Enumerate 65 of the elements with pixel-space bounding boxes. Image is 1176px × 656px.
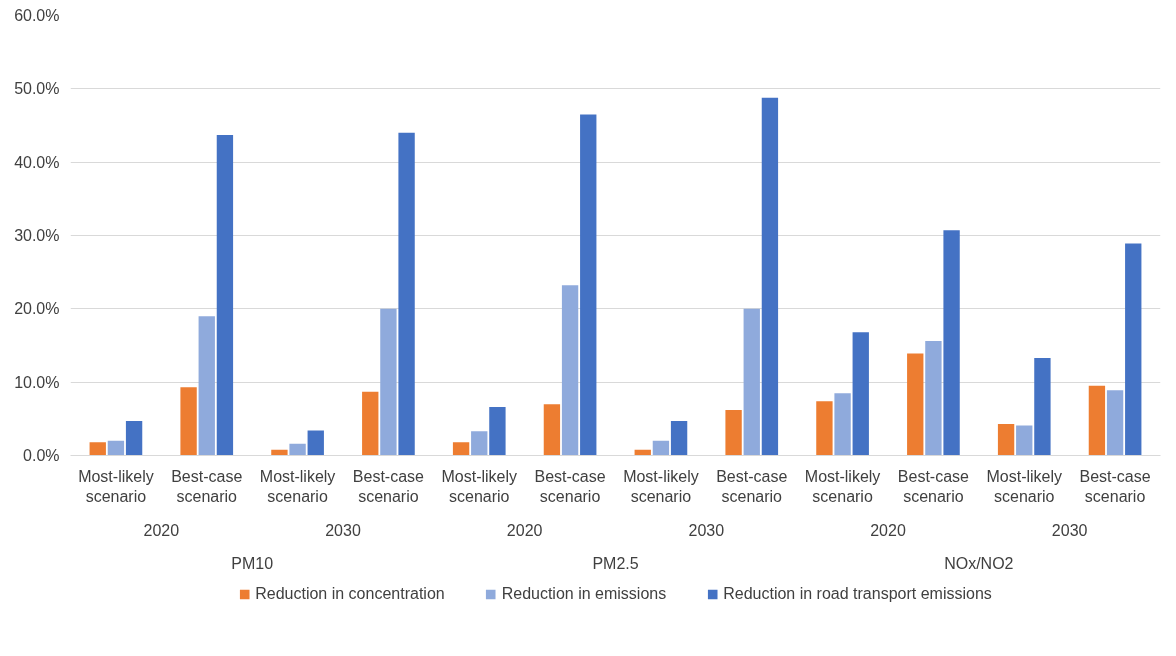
bar — [107, 440, 125, 456]
bar — [198, 316, 215, 456]
bar — [852, 332, 869, 456]
bar — [761, 97, 779, 456]
x-tick-label: Best-case scenario — [716, 467, 788, 505]
x-tick-label: Most-likely scenario — [623, 467, 699, 505]
y-tick-label: 50.0% — [14, 80, 60, 98]
legend-label: Reduction in concentration — [255, 585, 445, 603]
bar — [398, 132, 415, 456]
bar — [816, 401, 833, 456]
legend-label: Reduction in emissions — [501, 585, 667, 603]
bar — [125, 421, 143, 456]
x-tick-label: Best-case scenario — [352, 467, 425, 505]
bar — [670, 421, 688, 456]
bar — [543, 404, 561, 456]
text: 2020 — [870, 521, 906, 539]
x-tick-label: Best-case scenario — [534, 467, 606, 505]
text: 2020 — [506, 521, 543, 539]
y-tick-label: 0.0% — [23, 447, 60, 464]
x-tick-label: Most-likely scenario — [78, 467, 154, 505]
bar — [89, 442, 106, 456]
text: 2030 — [325, 521, 361, 539]
text: PM10 — [231, 554, 274, 572]
bar — [561, 285, 579, 456]
text: 2020 — [143, 521, 180, 539]
bar — [489, 407, 506, 456]
x-tick-label: Most-likely scenario — [441, 467, 518, 505]
x-tick-label: Best-case scenario — [1079, 467, 1151, 505]
bar — [580, 114, 597, 456]
text: 2030 — [1051, 521, 1088, 539]
bar — [925, 341, 942, 456]
bar — [471, 431, 488, 456]
x-tick-label: Most-likely scenario — [986, 467, 1063, 505]
y-tick-label: 60.0% — [14, 7, 60, 24]
bar — [943, 230, 960, 456]
bar — [997, 423, 1015, 456]
text: PM2.5 — [592, 554, 639, 572]
bar — [1125, 243, 1142, 456]
legend-label: Reduction in road transport emissions — [723, 585, 992, 603]
y-tick-label: 40.0% — [14, 153, 60, 171]
x-tick-label: Most-likely scenario — [259, 467, 336, 505]
bar — [1016, 425, 1033, 456]
text: 2030 — [688, 521, 725, 539]
bar — [834, 393, 851, 456]
bar — [307, 430, 324, 456]
bar — [1088, 385, 1106, 456]
x-tick-label: Most-likely scenario — [804, 467, 881, 505]
bar — [652, 440, 670, 456]
y-tick-label: 20.0% — [14, 300, 60, 318]
bar — [1034, 357, 1051, 456]
text: NOx/NO2 — [944, 554, 1014, 572]
bar — [1106, 390, 1124, 456]
bar — [743, 308, 760, 456]
bar — [907, 353, 924, 456]
x-tick-label: Best-case scenario — [171, 467, 243, 505]
x-tick-label: Best-case scenario — [897, 467, 970, 505]
y-tick-label: 10.0% — [14, 373, 60, 391]
bar — [725, 410, 742, 456]
bar — [216, 135, 234, 456]
bar — [380, 308, 397, 456]
bar — [180, 387, 197, 456]
bar — [452, 442, 470, 456]
bar — [289, 443, 306, 456]
bar — [362, 391, 379, 456]
y-tick-label: 30.0% — [14, 227, 60, 244]
